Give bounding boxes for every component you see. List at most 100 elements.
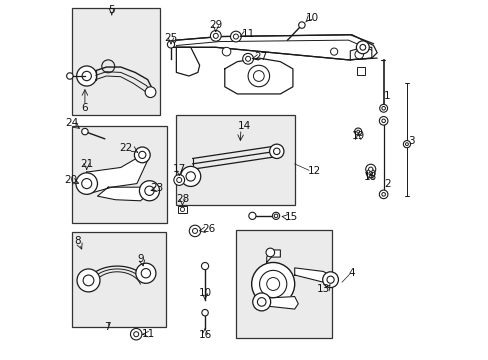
Circle shape (253, 71, 264, 81)
Polygon shape (224, 58, 292, 94)
Circle shape (77, 66, 97, 86)
Text: 11: 11 (142, 329, 155, 339)
Circle shape (274, 214, 277, 218)
Circle shape (251, 262, 294, 306)
Circle shape (356, 130, 359, 133)
Circle shape (381, 107, 385, 110)
Circle shape (354, 128, 361, 135)
Bar (235, 230, 332, 338)
Circle shape (81, 129, 88, 135)
Circle shape (381, 193, 385, 196)
Circle shape (192, 228, 197, 233)
Bar (357, 67, 365, 75)
Circle shape (356, 41, 368, 54)
Text: 27: 27 (253, 52, 267, 62)
Circle shape (381, 119, 385, 123)
Text: 28: 28 (176, 194, 189, 204)
Circle shape (269, 144, 284, 158)
Circle shape (365, 164, 375, 174)
Circle shape (368, 172, 372, 175)
Circle shape (379, 104, 387, 112)
Text: 24: 24 (65, 118, 79, 128)
Circle shape (379, 190, 387, 199)
Text: 12: 12 (307, 166, 321, 176)
Circle shape (405, 143, 407, 145)
Circle shape (222, 47, 230, 56)
Circle shape (139, 181, 159, 201)
Text: 15: 15 (284, 212, 297, 222)
Circle shape (174, 175, 184, 185)
Text: 6: 6 (81, 103, 88, 113)
Polygon shape (176, 47, 199, 76)
Circle shape (247, 65, 269, 87)
Circle shape (81, 179, 92, 189)
Circle shape (77, 269, 100, 292)
Circle shape (130, 328, 142, 340)
Circle shape (141, 269, 150, 278)
Circle shape (230, 31, 241, 42)
Text: 5: 5 (108, 5, 115, 15)
Circle shape (245, 56, 250, 61)
Circle shape (139, 151, 145, 158)
Polygon shape (86, 155, 147, 194)
Circle shape (145, 87, 156, 98)
Text: 7: 7 (104, 322, 111, 332)
Circle shape (257, 298, 265, 306)
Circle shape (322, 272, 338, 288)
Circle shape (265, 248, 274, 257)
Circle shape (133, 332, 139, 337)
Text: 25: 25 (164, 33, 177, 42)
Circle shape (176, 177, 182, 183)
Text: 1: 1 (383, 91, 390, 101)
Text: 21: 21 (80, 159, 93, 169)
Circle shape (83, 275, 94, 286)
Text: 19: 19 (351, 131, 364, 141)
Text: 23: 23 (150, 183, 163, 193)
Text: 2: 2 (383, 179, 390, 189)
Text: 22: 22 (119, 143, 133, 153)
Text: 18: 18 (364, 172, 377, 182)
Text: 9: 9 (137, 254, 143, 264)
Bar (178, 206, 186, 213)
Text: 3: 3 (407, 136, 414, 145)
Bar (176, 116, 294, 205)
Bar (72, 232, 165, 327)
Polygon shape (97, 187, 151, 201)
Circle shape (330, 48, 337, 55)
Circle shape (248, 212, 255, 220)
Circle shape (252, 293, 270, 311)
Circle shape (66, 73, 73, 79)
Polygon shape (294, 268, 332, 282)
Text: 10: 10 (305, 13, 319, 23)
Circle shape (233, 34, 238, 39)
Circle shape (359, 44, 365, 50)
Circle shape (134, 147, 150, 163)
Circle shape (144, 186, 154, 195)
Circle shape (366, 169, 374, 178)
Circle shape (242, 53, 253, 64)
Circle shape (180, 166, 201, 186)
Circle shape (298, 22, 305, 28)
Circle shape (403, 140, 410, 148)
Text: 11: 11 (241, 29, 254, 39)
Circle shape (82, 71, 91, 81)
Circle shape (259, 270, 286, 298)
Circle shape (210, 31, 221, 41)
Text: 13: 13 (316, 284, 329, 294)
Circle shape (272, 212, 279, 220)
Circle shape (368, 167, 372, 171)
Circle shape (273, 148, 280, 154)
Circle shape (189, 225, 201, 237)
Text: 10: 10 (198, 288, 211, 298)
Text: 17: 17 (172, 163, 185, 174)
Circle shape (354, 50, 363, 59)
Bar (72, 8, 160, 116)
Text: 29: 29 (209, 20, 222, 30)
Circle shape (167, 41, 174, 48)
Text: 8: 8 (74, 236, 81, 246)
Circle shape (76, 173, 97, 194)
Text: 4: 4 (348, 268, 355, 278)
Text: 20: 20 (64, 175, 77, 185)
Circle shape (266, 278, 279, 291)
Bar (72, 126, 167, 223)
